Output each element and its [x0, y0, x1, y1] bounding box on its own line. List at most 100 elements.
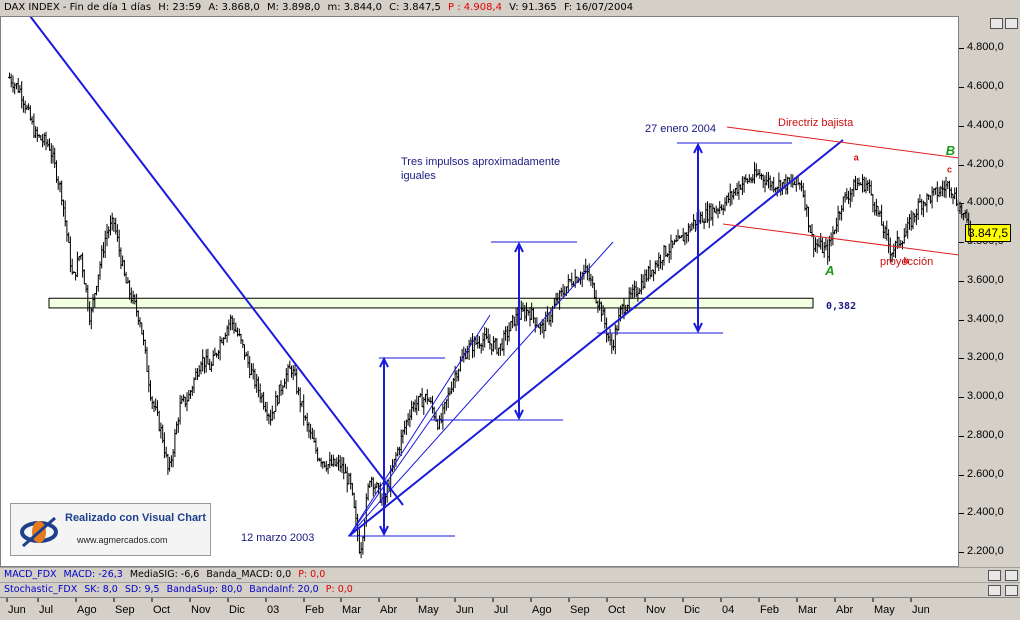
bearish-trendline [726, 126, 960, 159]
minimize-icon[interactable] [988, 585, 1001, 596]
price-tick-label: 2.800,0 [967, 428, 1004, 441]
price-tick [959, 280, 964, 282]
info-mid: M: 3.898,0 [266, 2, 321, 13]
chart-info-bar: DAX INDEX - Fin de día 1 días H: 23:59 A… [0, 0, 959, 16]
chart-annotation: Tres impulsos aproximadamente [401, 156, 560, 168]
retracement-label: 0,382 [826, 301, 856, 312]
macd-indicator-row[interactable]: MACD_FDX MACD: -26,3 MediaSIG: -6,6 Band… [0, 567, 1020, 581]
info-high: H: 23:59 [158, 2, 202, 13]
downtrend-line [29, 16, 404, 506]
info-close: C: 3.847,5 [389, 2, 441, 13]
logo-title: Realizado con Visual Chart [65, 512, 207, 524]
time-tick-label: Jul [39, 604, 53, 616]
time-tick-label: Dic [229, 604, 245, 616]
price-tick-label: 2.600,0 [967, 467, 1004, 480]
price-tick [959, 203, 964, 205]
time-tick-label: Sep [570, 604, 590, 616]
time-tick-label: Oct [608, 604, 625, 616]
minimize-icon[interactable] [990, 18, 1003, 29]
time-axis-svg: Jun Jul Ago Sep Oct Nov Dic 03 Feb Mar Abr May Jun Ju… [6, 598, 930, 616]
price-tick [959, 358, 964, 360]
price-axis[interactable]: 2.200,0 2.400,0 2.600,0 2.800,0 3.000,0 3.200… [959, 16, 1020, 567]
chart-annotation: 27 enero 2004 [645, 123, 716, 135]
time-tick-label: Nov [191, 604, 211, 616]
arrowhead-icon [379, 356, 389, 368]
wave-label: A [824, 263, 834, 278]
arrowhead-icon [514, 409, 524, 421]
price-tick-label: 3.400,0 [967, 312, 1004, 325]
info-volume: V: 91.365 [509, 2, 557, 13]
maximize-icon[interactable] [1005, 585, 1018, 596]
visual-chart-logo: Realizado con Visual Chart www.agmercado… [10, 503, 211, 556]
time-tick-label: Dic [684, 604, 700, 616]
time-tick-label: Abr [836, 604, 853, 616]
price-tick [959, 87, 964, 89]
time-tick-label: Jul [494, 604, 508, 616]
arrowhead-icon [379, 525, 389, 537]
macd-band: Banda_MACD: 0,0 [206, 569, 292, 580]
time-tick-label: Oct [153, 604, 170, 616]
uptrend-line [348, 139, 844, 537]
stoch-sk: SK: 8,0 [84, 584, 118, 595]
info-date: F: 16/07/2004 [563, 2, 634, 13]
wave-label: b [904, 255, 910, 265]
stoch-sd: SD: 9,5 [124, 584, 160, 595]
maximize-icon[interactable] [1005, 18, 1018, 29]
time-tick-label: May [418, 604, 439, 616]
wave-label: a [854, 153, 860, 163]
arrowhead-icon [693, 142, 703, 154]
price-tick [959, 125, 964, 127]
arrowhead-icon [693, 322, 703, 334]
arrowhead-icon [514, 241, 524, 253]
chart-svg: 0,382 27 enero 2004 Tres impulsos aproxima… [0, 16, 972, 567]
time-tick-label: 04 [722, 604, 734, 616]
price-tick-label: 4.400,0 [967, 118, 1004, 131]
fan-line-2 [348, 314, 491, 537]
stoch-window-buttons [984, 583, 1018, 596]
price-tick-label: 4.200,0 [967, 157, 1004, 170]
macd-value: MACD: -26,3 [63, 569, 123, 580]
time-tick-label: 03 [267, 604, 279, 616]
stoch-p: P: 0,0 [325, 584, 353, 595]
price-tick [959, 242, 964, 244]
minimize-icon[interactable] [988, 570, 1001, 581]
time-tick-label: Ago [532, 604, 552, 616]
time-tick-label: Ago [77, 604, 97, 616]
price-tick-label: 2.200,0 [967, 545, 1004, 557]
info-ask: A: 3.868,0 [208, 2, 260, 13]
projection-line [722, 223, 960, 256]
time-axis[interactable]: Jun Jul Ago Sep Oct Nov Dic 03 Feb Mar Abr May Jun Ju… [0, 597, 1020, 616]
price-tick-label: 3.200,0 [967, 351, 1004, 364]
time-tick-label: Sep [115, 604, 135, 616]
stoch-name: Stochastic_FDX [4, 584, 78, 595]
price-chart[interactable]: 0,382 27 enero 2004 Tres impulsos aproxima… [0, 16, 972, 567]
info-p: P : 4.908,4 [448, 2, 502, 13]
price-tick-label: 3.000,0 [967, 390, 1004, 403]
price-tick [959, 397, 964, 399]
macd-p: P: 0,0 [298, 569, 326, 580]
price-tick [959, 513, 964, 515]
retracement-band [48, 297, 814, 309]
time-tick-label: Nov [646, 604, 666, 616]
time-tick-label: Jun [912, 604, 930, 616]
stoch-lower: BandaInf: 20,0 [249, 584, 319, 595]
price-tick [959, 319, 964, 321]
time-tick-label: Mar [342, 604, 361, 616]
time-tick-label: Jun [456, 604, 474, 616]
logo-url: www.agmercados.com [77, 535, 168, 545]
maximize-icon[interactable] [1005, 570, 1018, 581]
last-price-tag: 3.847,5 [965, 223, 1012, 242]
wave-label: B [946, 143, 955, 158]
price-window-buttons [988, 16, 1018, 30]
time-tick-label: Feb [760, 604, 779, 616]
chart-annotation: Directriz bajista [778, 117, 854, 129]
price-tick [959, 474, 964, 476]
stochastic-indicator-row[interactable]: Stochastic_FDX SK: 8,0 SD: 9,5 BandaSup:… [0, 582, 1020, 596]
price-tick-label: 4.600,0 [967, 80, 1004, 93]
time-tick-label: May [874, 604, 895, 616]
price-tick-label: 2.400,0 [967, 506, 1004, 519]
macd-name: MACD_FDX [4, 569, 57, 580]
time-tick-label: Mar [798, 604, 817, 616]
fan-line-1 [348, 241, 614, 537]
macd-signal: MediaSIG: -6,6 [129, 569, 200, 580]
